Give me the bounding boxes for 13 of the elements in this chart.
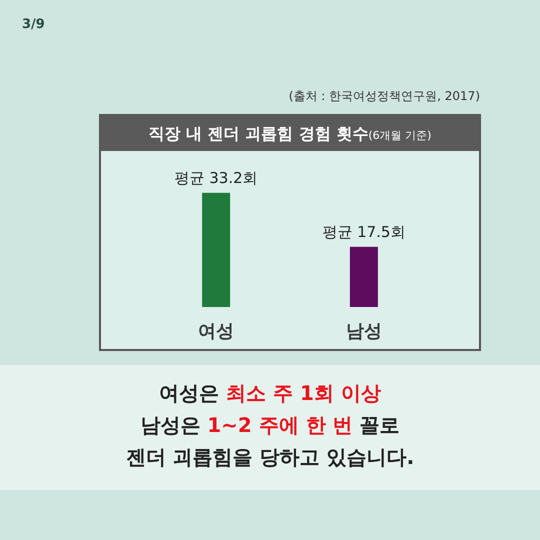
chart-subtitle: (6개월 기준) bbox=[368, 129, 432, 142]
data-label: 평균 33.2회 bbox=[174, 168, 258, 187]
text: (출처 : 한국여성정책연구원, 2017) bbox=[288, 89, 480, 103]
text: 여성은 bbox=[159, 381, 226, 405]
text: 남성은 bbox=[140, 413, 208, 437]
text: 꼴로 bbox=[352, 413, 400, 437]
x-tick-label: 남성 bbox=[346, 321, 382, 342]
text: 1~2 주에 한 번 bbox=[207, 413, 353, 437]
text: 젠더 괴롭힘을 당하고 있습니다. bbox=[126, 445, 414, 469]
x-tick-label: 여성 bbox=[198, 321, 234, 342]
text: 3/9 bbox=[22, 17, 45, 32]
text: 최소 주 1회 이상 bbox=[226, 381, 381, 405]
data-label: 평균 17.5회 bbox=[322, 222, 406, 241]
